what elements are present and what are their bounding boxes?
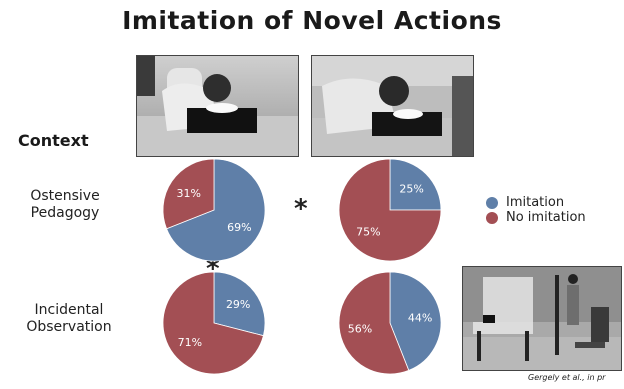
legend-item-no-imitation: No imitation [486, 210, 586, 225]
pie-4-slice-no-imitation [338, 271, 410, 375]
pie-chart-1: 69% 31% [162, 158, 266, 262]
pie-3-slice-imitation [213, 271, 266, 337]
legend-label-imitation: Imitation [506, 195, 565, 210]
context-label: Context [18, 131, 89, 150]
photo-hands-occupied [311, 55, 474, 157]
pie-chart-3: 29% 71% [162, 271, 266, 375]
pie-1-slice-imitation [166, 158, 266, 262]
legend-label-no-imitation: No imitation [506, 210, 586, 225]
slide-title: Imitation of Novel Actions [122, 6, 502, 35]
pie-2-slice-imitation [389, 158, 442, 211]
citation: Gergely et al., in pr [528, 373, 606, 382]
photo-hands-free [136, 55, 299, 157]
row-label-line-2: Incidental Observation [26, 302, 112, 335]
pie-3-label-no-imitation: 71% [178, 336, 202, 349]
pie-chart-2: 25% 75% [338, 158, 442, 262]
pie-2-label-imitation: 25% [399, 182, 423, 195]
row-label-incidental-observation: Incidental Observation [4, 302, 134, 336]
pie-4-label-no-imitation: 56% [348, 323, 372, 336]
pie-2-slice-no-imitation [338, 158, 442, 262]
pie-3-slice-no-imitation [162, 271, 264, 375]
pie-chart-4: 44% 56% [338, 271, 442, 375]
significance-star-top: * [294, 194, 308, 224]
pie-3-label-imitation: 29% [226, 298, 250, 311]
pie-1-slice-no-imitation [162, 158, 215, 230]
row-label-line-1: Ostensive Pedagogy [30, 188, 100, 221]
pie-1-label-imitation: 69% [227, 221, 251, 234]
legend-swatch-no-imitation [486, 211, 498, 224]
pie-4-slice-imitation [389, 271, 442, 371]
photo-incidental-scene [462, 266, 622, 371]
legend-item-imitation: Imitation [486, 195, 586, 210]
pie-1-label-no-imitation: 31% [176, 187, 200, 200]
pie-4-label-imitation: 44% [408, 311, 432, 324]
pie-2-label-no-imitation: 75% [356, 226, 380, 239]
row-label-ostensive-pedagogy: Ostensive Pedagogy [0, 188, 130, 222]
legend-swatch-imitation [486, 196, 498, 209]
legend: Imitation No imitation [486, 195, 586, 225]
